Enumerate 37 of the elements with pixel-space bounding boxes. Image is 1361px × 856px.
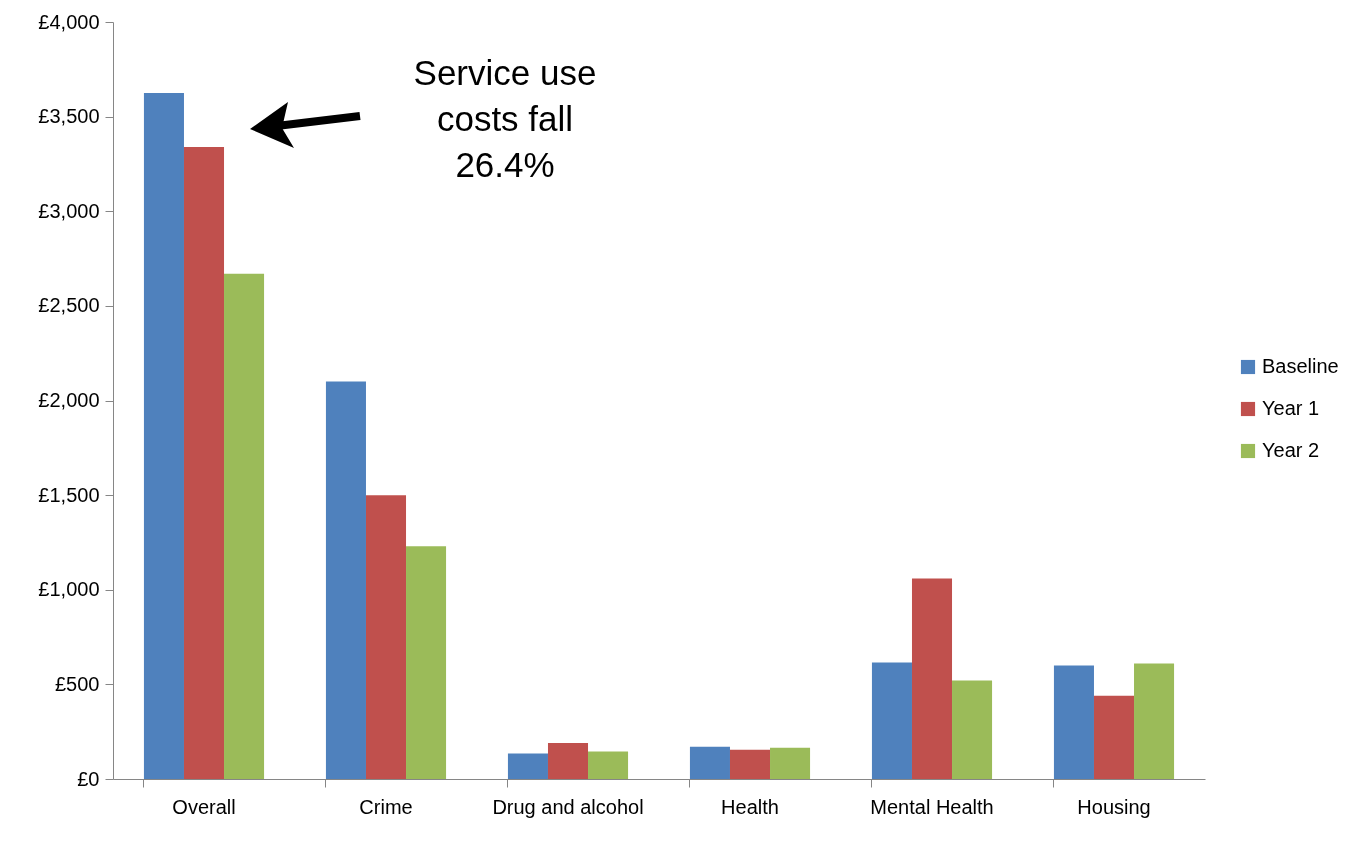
x-tick-label: Housing <box>1077 795 1151 818</box>
x-tick-label: Overall <box>172 795 236 818</box>
y-tick-label: £3,000 <box>38 199 100 222</box>
bar <box>224 273 265 779</box>
y-tick-label: £4,000 <box>38 10 100 33</box>
y-tick-label: £3,500 <box>38 105 100 128</box>
x-tick-label: Health <box>721 795 779 818</box>
y-tick-label: £500 <box>55 672 100 695</box>
x-tick-label: Crime <box>359 795 413 818</box>
annotation: Service use costs fall 26.4% <box>412 52 598 186</box>
bar <box>770 747 811 779</box>
bar <box>588 751 629 779</box>
bar <box>729 749 771 779</box>
bar <box>1134 663 1175 779</box>
legend-label: Year 2 <box>1262 439 1320 461</box>
bar <box>507 753 548 779</box>
bar <box>871 662 912 779</box>
bar <box>325 381 366 779</box>
bar <box>365 495 407 779</box>
y-tick-label: £1,000 <box>38 578 100 601</box>
x-tick-label: Mental Health <box>870 795 994 818</box>
bar <box>1093 695 1135 779</box>
y-tick-label: £0 <box>77 767 100 790</box>
bar <box>406 546 447 779</box>
bar <box>1053 665 1094 779</box>
bar <box>183 146 225 779</box>
legend-label: Year 1 <box>1262 397 1320 419</box>
bar <box>143 92 184 779</box>
bar <box>952 680 993 779</box>
bar <box>547 743 589 779</box>
y-tick-label: £1,500 <box>38 483 100 506</box>
bar <box>911 578 953 779</box>
x-tick-label: Drug and alcohol <box>492 795 644 818</box>
bar <box>689 746 730 779</box>
y-tick-label: £2,500 <box>38 294 100 317</box>
y-tick-label: £2,000 <box>38 389 100 411</box>
legend-label: Baseline <box>1262 355 1339 377</box>
